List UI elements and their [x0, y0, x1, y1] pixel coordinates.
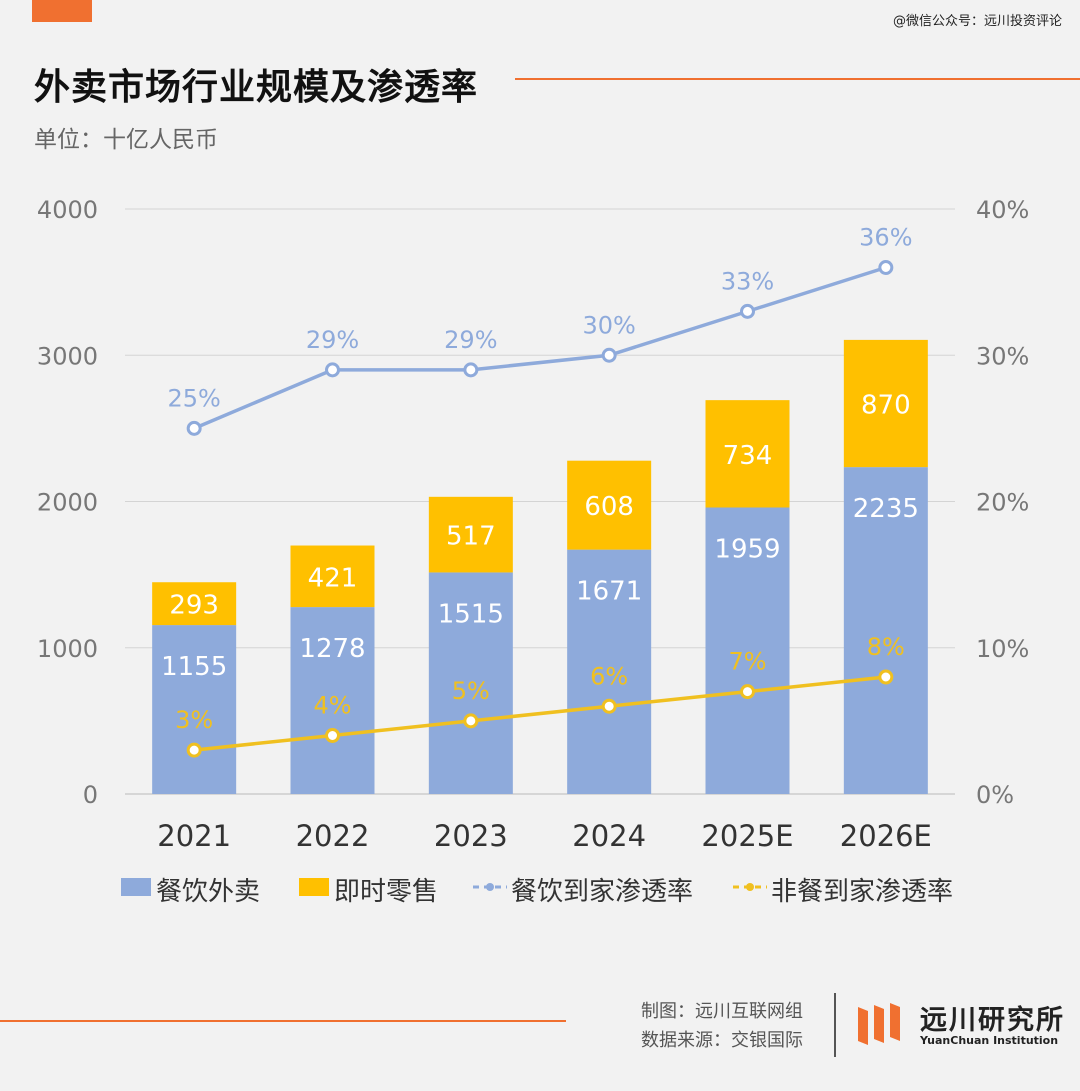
y2-tick-label: 40%	[976, 196, 1029, 224]
y2-tick-label: 10%	[976, 635, 1029, 663]
credits: 制图：远川互联网组 数据来源：交银国际	[641, 997, 803, 1055]
data-label-nonfood-rate: 7%	[728, 648, 766, 676]
data-label-nonfood-rate: 5%	[452, 677, 490, 705]
data-label-food-rate: 36%	[859, 224, 912, 252]
logo-name-cn: 远川研究所	[920, 1005, 1065, 1036]
bar-retail	[290, 545, 375, 608]
y-tick-label: 1000	[37, 635, 98, 663]
line-food-rate	[193, 265, 887, 430]
x-tick-label: 2025E	[701, 819, 793, 853]
legend-swatch-retail	[299, 878, 329, 896]
line-point	[186, 742, 202, 758]
data-label-food: 1671	[576, 577, 642, 607]
x-tick-label: 2021	[157, 819, 231, 853]
data-label-retail: 421	[308, 563, 358, 593]
bar-food	[428, 572, 513, 794]
logo-mark-icon	[858, 1003, 900, 1045]
data-label-retail: 608	[584, 492, 634, 522]
x-tick-label: 2026E	[840, 819, 932, 853]
data-label-nonfood-rate: 3%	[175, 706, 213, 734]
line-point	[325, 728, 340, 743]
footer-divider	[834, 993, 836, 1057]
bar-retail	[843, 339, 928, 468]
legend-marker-nonfood-rate	[746, 883, 754, 891]
data-label-food-rate: 30%	[582, 311, 635, 339]
x-tick-label: 2023	[434, 819, 508, 853]
logo-name-en: YuanChuan Institution	[920, 1034, 1059, 1047]
legend-label-food-rate: 餐饮到家渗透率	[511, 877, 693, 907]
x-tick-label: 2024	[572, 819, 646, 853]
data-label-retail: 870	[861, 391, 911, 421]
line-point	[601, 698, 617, 714]
line-point	[186, 420, 202, 436]
line-nonfood-rate	[193, 675, 887, 752]
legend-label-nonfood-rate: 非餐到家渗透率	[771, 877, 953, 907]
y-tick-label: 2000	[37, 489, 98, 517]
bar-food	[705, 507, 790, 794]
line-point	[463, 362, 479, 378]
y2-tick-label: 20%	[976, 489, 1029, 517]
line-point	[325, 362, 340, 378]
data-label-food: 1278	[299, 634, 365, 664]
data-label-food-rate: 25%	[167, 384, 220, 412]
chart: 0 1000 2000 3000 4000 0% 10% 20% 30% 40% 293 1155 20…	[37, 196, 1029, 907]
y2-tick-label: 30%	[976, 342, 1029, 370]
data-label-food: 2235	[853, 494, 919, 524]
data-label-retail: 517	[446, 522, 496, 552]
data-label-nonfood-rate: 8%	[867, 633, 905, 661]
bar-food	[152, 625, 237, 794]
title-rule	[515, 78, 1080, 80]
chart-title: 外卖市场行业规模及渗透率	[34, 67, 479, 108]
line-point	[601, 347, 617, 363]
footer-rule	[0, 1020, 566, 1022]
x-tick-label: 2022	[296, 819, 370, 853]
line-point	[740, 684, 755, 700]
y-tick-label: 4000	[37, 196, 98, 224]
line-point	[878, 669, 894, 685]
bar-retail	[152, 582, 237, 626]
line-point	[878, 260, 894, 275]
data-label-nonfood-rate: 6%	[590, 662, 628, 690]
watermark: @微信公众号：远川投资评论	[892, 14, 1062, 29]
data-label-food: 1155	[161, 652, 227, 682]
data-label-food-rate: 29%	[444, 326, 497, 354]
legend-swatch-food	[121, 878, 151, 896]
legend-label-food: 餐饮外卖	[156, 877, 260, 907]
bar-retail	[567, 460, 652, 550]
bar-food	[843, 467, 928, 794]
unit-label: 单位：十亿人民币	[34, 127, 218, 153]
bar-food	[290, 607, 375, 794]
credit-source: 数据来源：交银国际	[641, 1030, 803, 1051]
bar-retail	[428, 496, 513, 573]
line-point	[740, 303, 755, 319]
line-point	[463, 713, 479, 729]
bar-food	[567, 549, 652, 794]
data-label-retail: 293	[169, 591, 219, 621]
top-accent-tab	[32, 0, 92, 22]
y2-tick-label: 0%	[976, 781, 1014, 809]
credit-made-by: 制图：远川互联网组	[641, 1001, 803, 1022]
legend-label-retail: 即时零售	[334, 877, 438, 907]
data-label-food: 1515	[438, 599, 504, 629]
data-label-nonfood-rate: 4%	[313, 692, 351, 720]
data-label-retail: 734	[723, 441, 773, 471]
data-label-food-rate: 29%	[306, 326, 359, 354]
y-tick-label: 0	[83, 781, 98, 809]
bar-retail	[705, 400, 790, 508]
data-label-food-rate: 33%	[721, 267, 774, 295]
legend-marker-food-rate	[486, 883, 494, 891]
data-label-food: 1959	[714, 534, 780, 564]
y-tick-label: 3000	[37, 342, 98, 370]
